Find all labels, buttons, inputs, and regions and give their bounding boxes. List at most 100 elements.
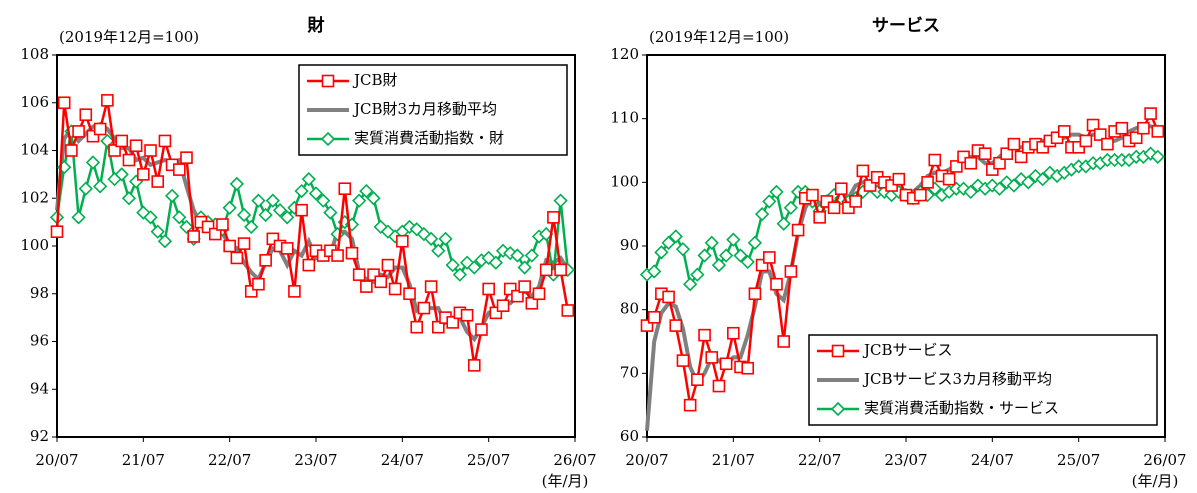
marker xyxy=(467,260,482,275)
marker xyxy=(842,201,855,215)
marker xyxy=(410,320,424,334)
marker xyxy=(345,246,359,260)
marker xyxy=(294,183,309,199)
x-tick-label: 21/07 xyxy=(712,451,755,469)
marker xyxy=(754,207,770,222)
marker xyxy=(524,248,539,263)
marker xyxy=(1072,141,1085,154)
marker xyxy=(244,285,258,298)
marker xyxy=(769,184,784,200)
x-unit: (年/月) xyxy=(542,472,589,490)
marker xyxy=(561,304,575,317)
x-unit: (年/月) xyxy=(1132,472,1179,490)
marker xyxy=(928,153,942,167)
marker xyxy=(409,222,424,237)
marker xyxy=(986,163,999,176)
marker xyxy=(762,194,777,209)
x-tick-label: 24/07 xyxy=(971,451,1014,469)
marker xyxy=(93,179,108,194)
marker xyxy=(690,267,705,282)
marker xyxy=(697,248,712,263)
marker xyxy=(510,248,525,263)
marker xyxy=(1151,125,1165,138)
marker xyxy=(669,319,683,332)
marker xyxy=(417,301,431,315)
marker xyxy=(517,260,532,275)
marker xyxy=(547,211,560,224)
marker xyxy=(445,257,460,273)
marker xyxy=(921,176,934,189)
marker xyxy=(489,306,503,320)
marker xyxy=(957,150,970,164)
marker xyxy=(956,181,971,196)
marker xyxy=(776,216,791,231)
marker xyxy=(360,280,373,293)
marker xyxy=(783,200,799,215)
marker xyxy=(366,191,381,206)
marker xyxy=(85,155,101,170)
marker xyxy=(647,264,662,279)
y-tick-label: 100 xyxy=(20,236,49,254)
marker xyxy=(381,258,395,272)
marker xyxy=(223,239,236,253)
marker xyxy=(252,277,265,291)
marker xyxy=(151,175,165,188)
marker xyxy=(532,287,546,301)
marker xyxy=(222,200,237,215)
marker xyxy=(403,287,416,301)
marker xyxy=(266,232,280,246)
marker xyxy=(1050,131,1064,145)
marker xyxy=(495,243,511,258)
legend-label: 実質消費活動指数・サービス xyxy=(864,399,1059,417)
x-tick-label: 26/07 xyxy=(553,451,596,469)
legend-label: JCB財3カ月移動平均 xyxy=(352,100,497,118)
marker xyxy=(431,243,446,258)
marker xyxy=(856,164,870,178)
marker xyxy=(1036,141,1049,154)
marker xyxy=(654,245,669,260)
x-tick-label: 25/07 xyxy=(1057,451,1100,469)
marker xyxy=(150,224,165,239)
x-tick-label: 22/07 xyxy=(798,451,841,469)
marker xyxy=(992,181,1007,196)
marker xyxy=(791,223,805,237)
marker xyxy=(280,210,295,225)
marker xyxy=(691,373,704,387)
marker xyxy=(467,359,481,372)
x-tick-label: 26/07 xyxy=(1143,451,1186,469)
x-tick-label: 24/07 xyxy=(381,451,424,469)
marker xyxy=(137,168,150,181)
marker xyxy=(416,226,432,242)
marker xyxy=(388,282,402,296)
marker xyxy=(86,129,100,143)
marker xyxy=(676,354,690,367)
marker xyxy=(374,275,388,289)
y-tick-label: 94 xyxy=(30,379,49,397)
marker xyxy=(452,267,468,282)
marker xyxy=(446,316,459,329)
marker xyxy=(741,361,755,375)
marker xyxy=(229,176,244,192)
subtitle: (2019年12月=100) xyxy=(649,28,789,46)
marker xyxy=(359,183,374,199)
marker xyxy=(647,311,661,324)
marker xyxy=(719,357,733,371)
marker xyxy=(820,195,834,208)
marker xyxy=(288,285,301,298)
marker xyxy=(1137,121,1150,135)
marker xyxy=(834,182,848,195)
marker xyxy=(763,251,776,264)
marker xyxy=(726,232,741,247)
marker xyxy=(71,210,86,225)
marker xyxy=(830,401,846,417)
chart-title: サービス xyxy=(872,16,940,36)
marker xyxy=(747,235,763,250)
marker xyxy=(1101,137,1114,151)
marker xyxy=(323,205,338,220)
marker xyxy=(164,188,180,203)
marker xyxy=(683,398,697,412)
marker xyxy=(331,249,344,262)
y-tick-label: 98 xyxy=(30,284,49,302)
marker xyxy=(733,248,748,263)
